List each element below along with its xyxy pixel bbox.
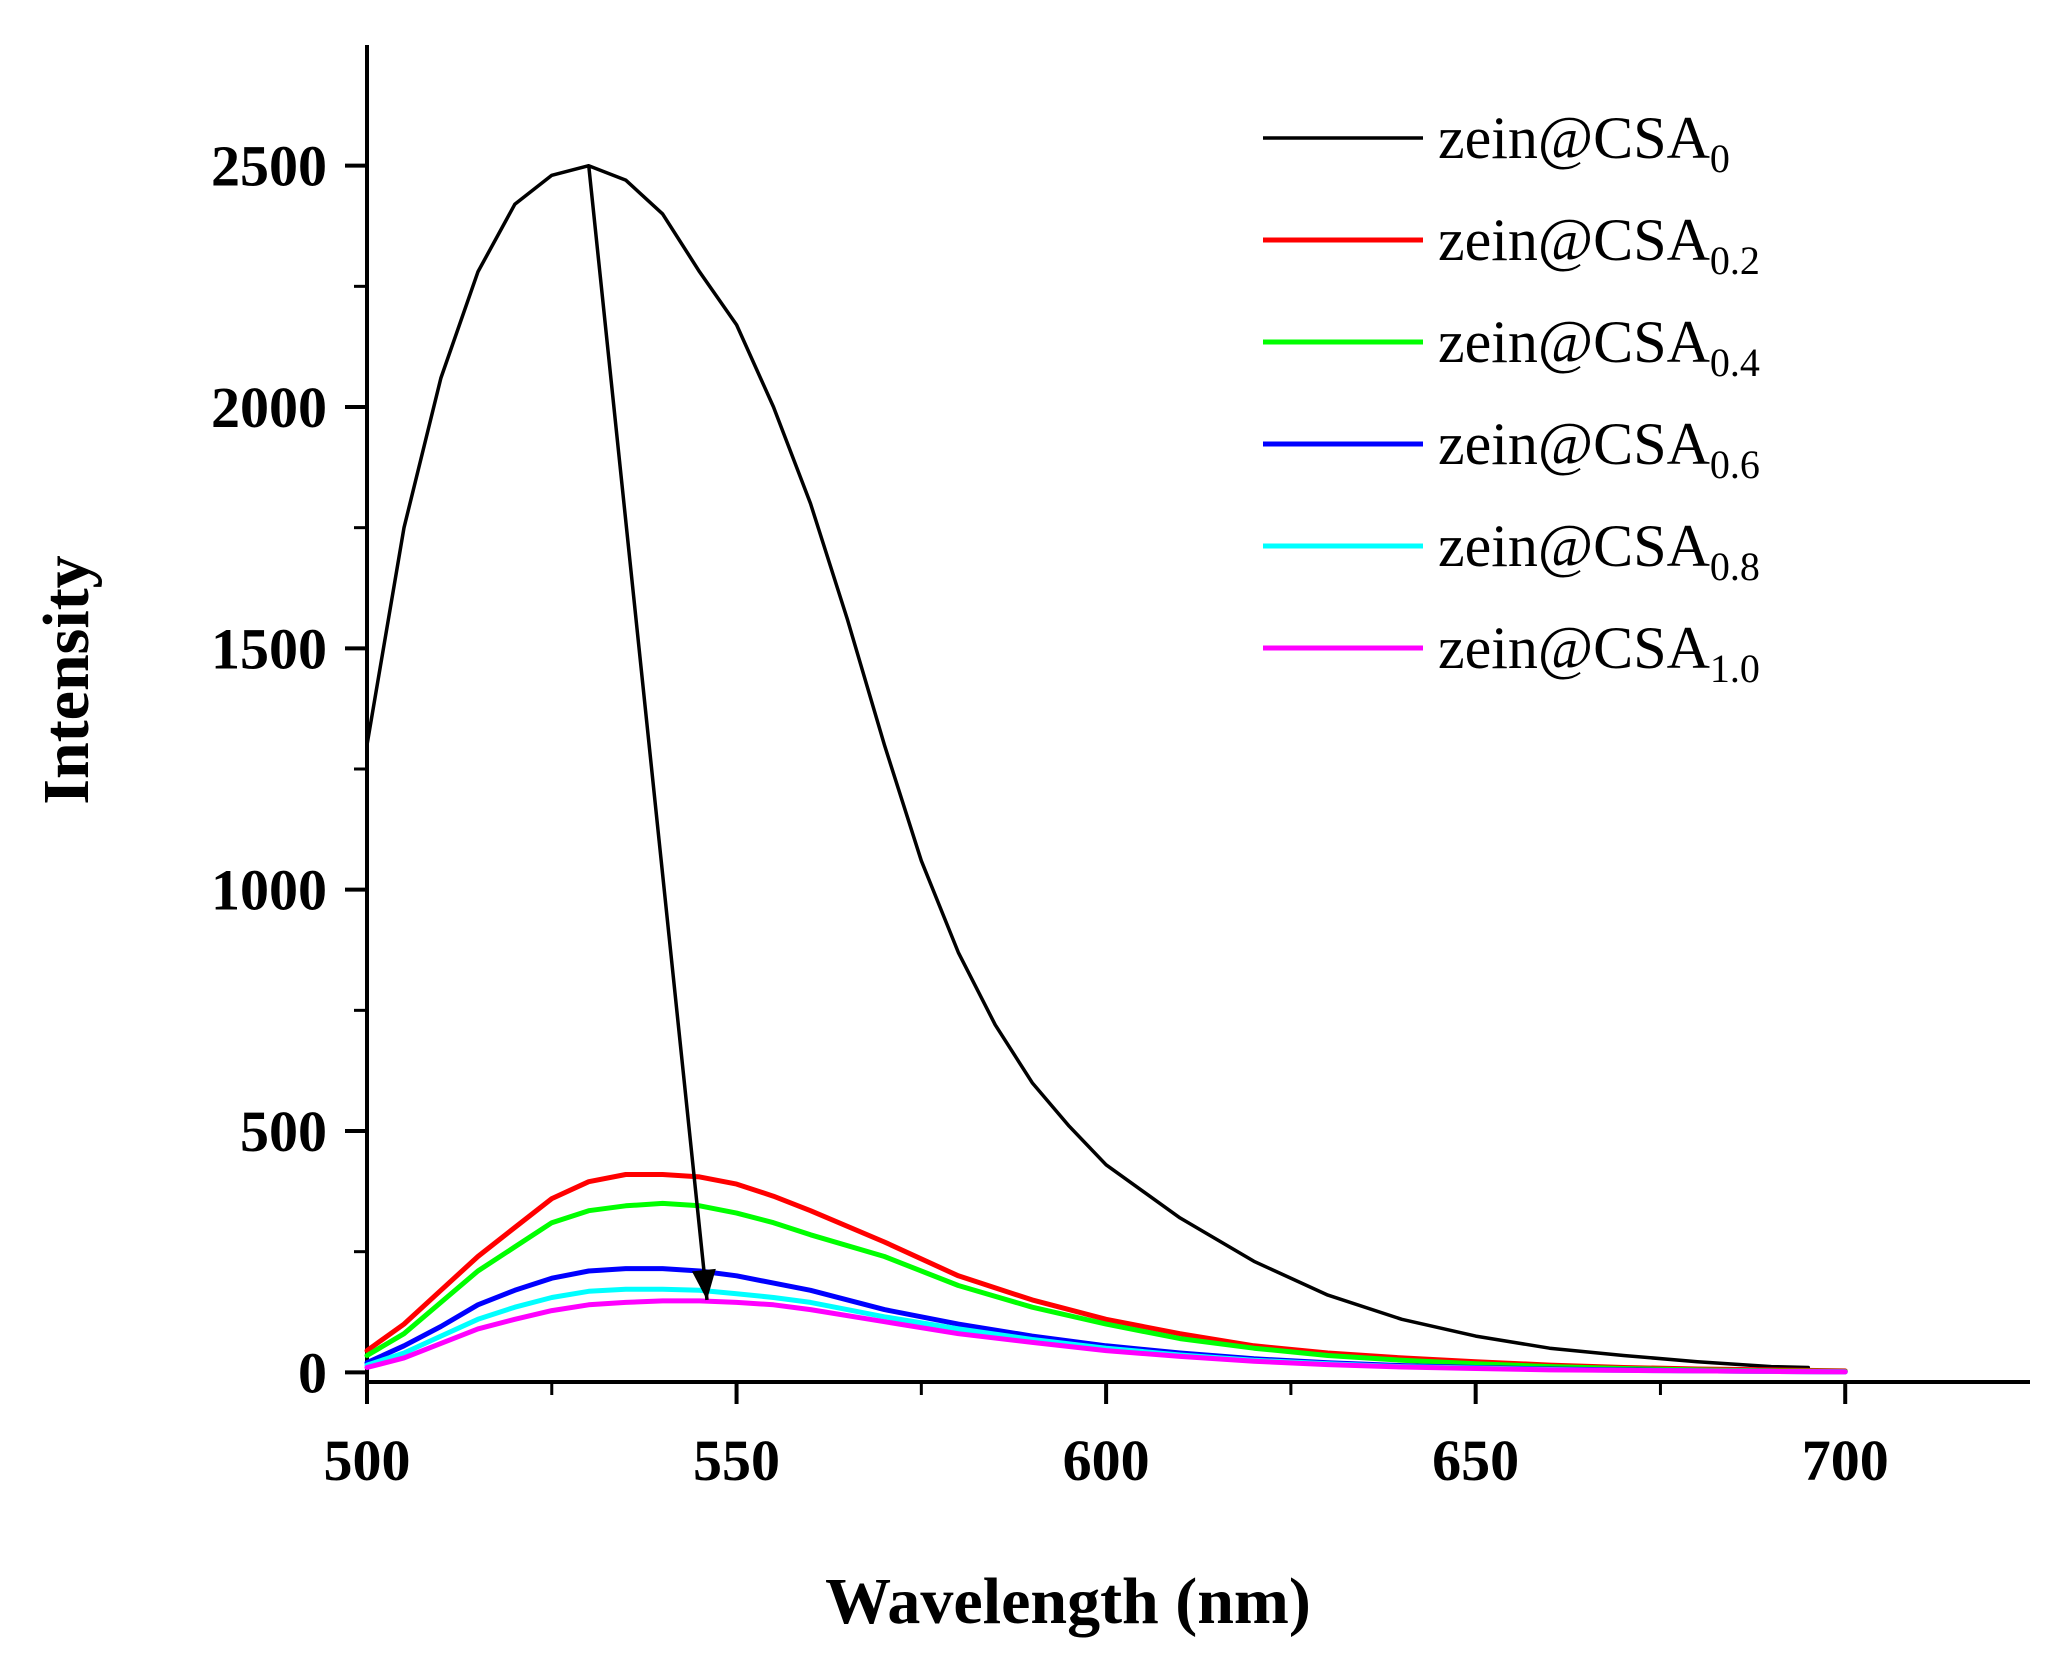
legend-label-subscript: 0.8 — [1710, 544, 1760, 589]
legend-label-subscript: 0 — [1710, 136, 1730, 181]
legend-label-0: zein@CSA0 — [1438, 105, 1730, 181]
y-tick-label: 1000 — [211, 858, 327, 923]
legend-label-4: zein@CSA0.8 — [1438, 513, 1760, 589]
series-line-0 — [365, 163, 1811, 1370]
legend-label-5: zein@CSA1.0 — [1438, 615, 1760, 691]
x-tick-label: 500 — [324, 1428, 411, 1493]
legend-label-subscript: 0.6 — [1710, 442, 1760, 487]
y-ticks: 0 500 1000 1500 2000 2500 — [211, 134, 367, 1405]
y-tick-label: 2500 — [211, 134, 327, 199]
legend-label-base: zein@CSA — [1438, 309, 1710, 375]
legend-label-base: zein@CSA — [1438, 105, 1710, 171]
series-line-2 — [364, 1200, 1848, 1374]
x-tick-label: 550 — [693, 1428, 780, 1493]
x-tick-label: 700 — [1802, 1428, 1889, 1493]
legend-label-1: zein@CSA0.2 — [1438, 207, 1760, 283]
arrow-shaft — [586, 165, 709, 1301]
legend-label-subscript: 0.2 — [1710, 238, 1760, 283]
legend-label-base: zein@CSA — [1438, 207, 1710, 273]
series-line-4 — [364, 1286, 1848, 1375]
axes — [365, 45, 2030, 1384]
y-tick-label: 1500 — [211, 616, 327, 681]
arrow-head — [691, 1268, 716, 1300]
legend-label-subscript: 1.0 — [1710, 646, 1760, 691]
x-tick-label: 650 — [1432, 1428, 1519, 1493]
x-ticks: 500 550 600 650 700 — [324, 1382, 1889, 1493]
legend-label-3: zein@CSA0.6 — [1438, 411, 1760, 487]
y-tick-label: 500 — [240, 1099, 327, 1164]
legend-label-base: zein@CSA — [1438, 615, 1710, 681]
y-axis-title: Intensity — [30, 555, 103, 804]
legend: zein@CSA0zein@CSA0.2zein@CSA0.4zein@CSA0… — [1263, 105, 1760, 691]
x-axis-title: Wavelength (nm) — [825, 1565, 1311, 1638]
legend-label-base: zein@CSA — [1438, 513, 1710, 579]
y-tick-label: 0 — [298, 1340, 327, 1405]
annotations — [586, 165, 716, 1301]
series-line-5 — [364, 1298, 1848, 1375]
series-lines — [364, 163, 1848, 1375]
legend-label-base: zein@CSA — [1438, 411, 1710, 477]
y-tick-label: 2000 — [211, 375, 327, 440]
legend-label-2: zein@CSA0.4 — [1438, 309, 1760, 385]
x-tick-label: 600 — [1063, 1428, 1150, 1493]
legend-label-subscript: 0.4 — [1710, 340, 1760, 385]
